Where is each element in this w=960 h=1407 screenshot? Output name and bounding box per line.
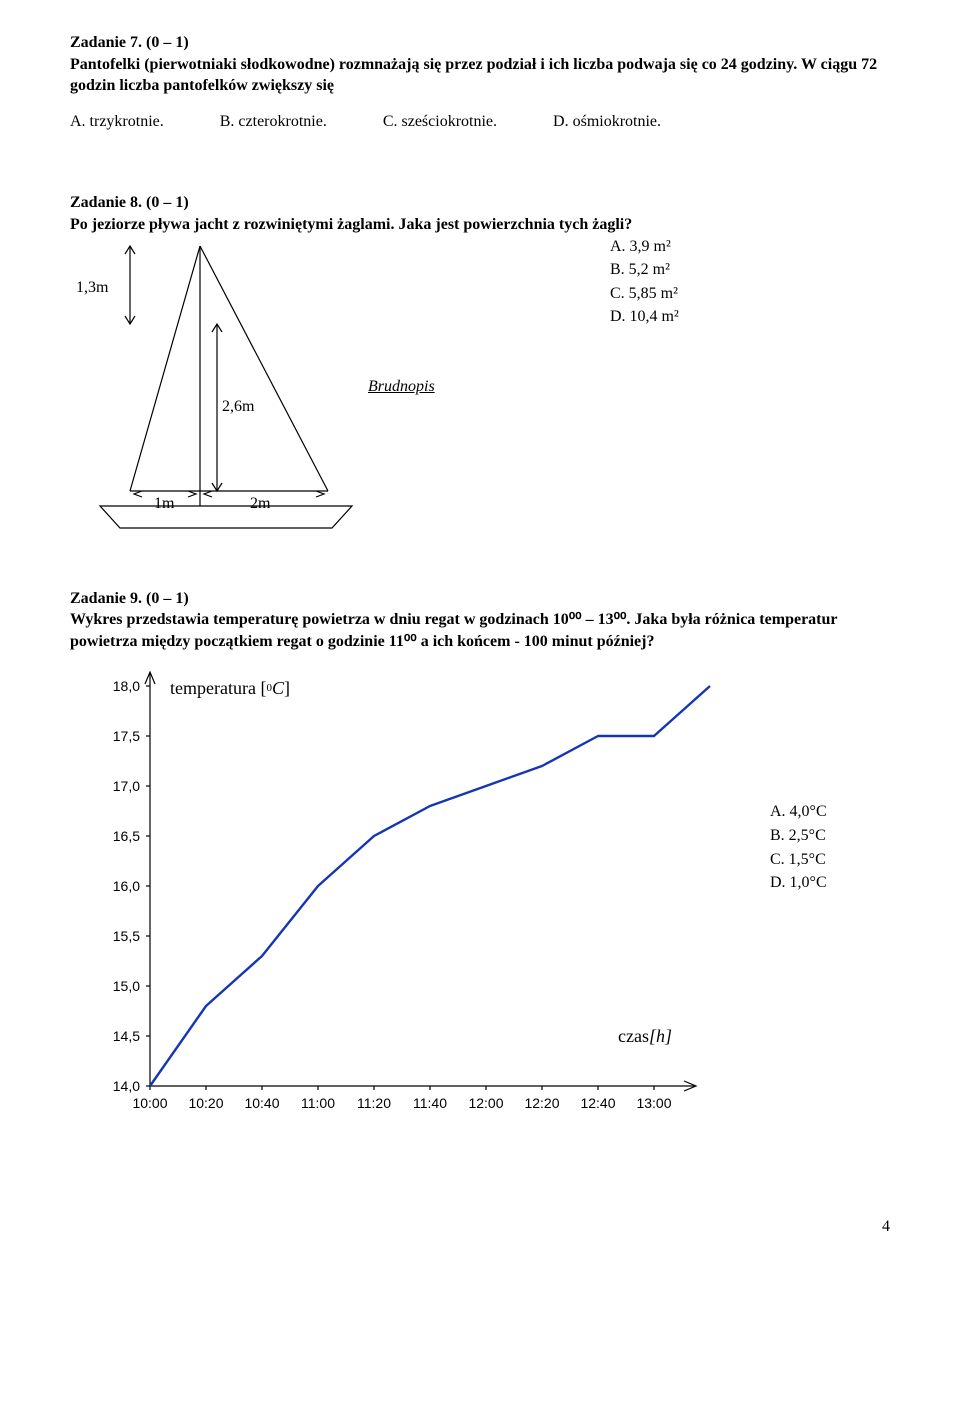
svg-text:temperatura [0C]: temperatura [0C] (170, 678, 290, 698)
task-8-options: A. 3,9 m² B. 5,2 m² C. 5,85 m² D. 10,4 m… (610, 236, 679, 330)
task-7-option-b: B. czterokrotnie. (220, 111, 327, 133)
task-8-option-b: B. 5,2 m² (610, 259, 679, 281)
task-9-title: Zadanie 9. (0 – 1) (70, 588, 890, 610)
task-8-option-a: A. 3,9 m² (610, 236, 679, 258)
svg-text:16,0: 16,0 (113, 878, 140, 894)
task-7-option-a: A. trzykrotnie. (70, 111, 164, 133)
task-7: Zadanie 7. (0 – 1) Pantofelki (pierwotni… (70, 32, 890, 132)
svg-text:11:20: 11:20 (357, 1095, 391, 1111)
temperature-chart: 18,0 17,5 17,0 16,5 16,0 15,5 15,0 14,5 14,010:0… (70, 666, 890, 1166)
svg-text:12:40: 12:40 (580, 1095, 615, 1111)
svg-text:17,0: 17,0 (113, 778, 140, 794)
svg-text:15,5: 15,5 (113, 928, 140, 944)
task-9-option-a: A. 4,0°C (770, 801, 827, 823)
svg-text:18,0: 18,0 (113, 678, 140, 694)
boat-label-2m: 2m (250, 495, 271, 512)
svg-text:11:00: 11:00 (301, 1095, 335, 1111)
task-7-option-d: D. ośmiokrotnie. (553, 111, 661, 133)
task-9: Zadanie 9. (0 – 1) Wykres przedstawia te… (70, 588, 890, 1187)
task-7-title: Zadanie 7. (0 – 1) (70, 32, 890, 54)
page-number: 4 (70, 1216, 890, 1238)
boat-label-13m: 1,3m (76, 279, 109, 296)
svg-text:10:00: 10:00 (132, 1095, 167, 1111)
task-8-option-c: C. 5,85 m² (610, 283, 679, 305)
svg-text:czas[h]: czas[h] (618, 1026, 672, 1046)
task-7-option-c: C. sześciokrotnie. (383, 111, 497, 133)
task-8-body: Po jeziorze pływa jacht z rozwiniętymi ż… (70, 214, 890, 236)
task-8-option-d: D. 10,4 m² (610, 306, 679, 328)
svg-text:17,5: 17,5 (113, 728, 140, 744)
svg-text:16,5: 16,5 (113, 828, 140, 844)
svg-text:12:00: 12:00 (468, 1095, 503, 1111)
task-7-options: A. trzykrotnie. B. czterokrotnie. C. sze… (70, 111, 890, 133)
task-9-option-b: B. 2,5°C (770, 825, 827, 847)
boat-label-1m: 1m (154, 495, 175, 512)
task-8: Zadanie 8. (0 – 1) Po jeziorze pływa jac… (70, 192, 890, 555)
scratch-label: Brudnopis (368, 376, 435, 398)
svg-text:11:40: 11:40 (413, 1095, 447, 1111)
sailboat-diagram: 1,3m 2,6m 1m 2m (70, 236, 370, 546)
svg-text:13:00: 13:00 (636, 1095, 671, 1111)
task-9-option-c: C. 1,5°C (770, 849, 827, 871)
task-7-body: Pantofelki (pierwotniaki słodkowodne) ro… (70, 54, 890, 97)
task-8-title: Zadanie 8. (0 – 1) (70, 192, 890, 214)
svg-text:10:40: 10:40 (244, 1095, 279, 1111)
boat-label-26m: 2,6m (222, 398, 255, 415)
task-9-option-d: D. 1,0°C (770, 872, 827, 894)
task-9-options: A. 4,0°C B. 2,5°C C. 1,5°C D. 1,0°C (770, 801, 827, 895)
svg-text:10:20: 10:20 (188, 1095, 223, 1111)
svg-text:14,0: 14,0 (113, 1078, 140, 1094)
svg-text:12:20: 12:20 (524, 1095, 559, 1111)
task-9-body: Wykres przedstawia temperaturę powietrza… (70, 609, 890, 652)
svg-text:15,0: 15,0 (113, 978, 140, 994)
svg-text:14,5: 14,5 (113, 1028, 140, 1044)
